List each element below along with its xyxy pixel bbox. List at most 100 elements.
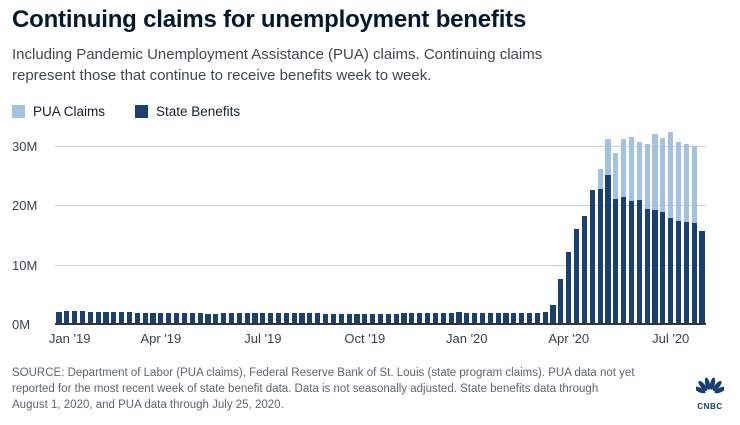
bar-segment-state [173,313,180,323]
bar-segment-state [181,313,187,323]
bar-week-30 [283,312,289,323]
bar-segment-state [111,312,117,323]
bar-segment-state [526,312,533,323]
bar-week-24 [236,313,242,323]
bar-segment-state [613,199,619,323]
bar-segment-state [487,312,493,323]
bar-week-42 [377,313,384,323]
bar-segment-state [362,313,368,323]
x-axis-label: Jan '19 [48,331,91,346]
bar-segment-state [479,312,486,323]
bar-segment-state [464,312,470,323]
bar-week-2 [64,311,70,323]
bar-segment-pua [644,143,650,209]
legend-label-pua: PUA Claims [33,104,106,119]
bar-segment-state [581,216,587,323]
bar-week-38 [346,313,352,323]
bar-segment-state [605,175,611,323]
bar-segment-pua [660,138,666,212]
bar-week-72 [613,152,619,323]
bar-segment-state [291,313,297,323]
bar-segment-state [660,211,666,323]
bar-segment-state [268,312,274,323]
bar-week-69 [589,190,595,323]
bar-segment-state [158,312,164,323]
bar-segment-state [205,313,211,323]
bar-week-66 [566,252,572,323]
bar-week-49 [432,312,438,323]
bar-week-52 [456,312,462,323]
cnbc-peacock-icon [696,377,724,394]
bar-week-15 [166,313,172,323]
bar-segment-state [307,313,313,323]
bar-segment-pua [605,138,611,176]
y-axis-label-30m: 30M [12,138,38,154]
bar-week-7 [103,312,109,323]
bar-week-17 [181,313,187,323]
gridline-10m [55,264,706,266]
bar-segment-pua [668,132,674,218]
bar-week-41 [370,313,376,323]
bar-segment-state [64,311,70,323]
bar-segment-state [166,313,172,323]
bar-week-51 [448,312,454,323]
bar-week-70 [597,168,603,323]
bar-week-67 [573,229,580,323]
bar-week-63 [542,312,548,323]
bar-segment-state [346,313,352,323]
bar-segment-pua [613,152,619,200]
bar-week-34 [315,313,321,323]
source-note: SOURCE: Department of Labor (PUA claims)… [12,367,635,411]
bar-segment-state [95,311,101,323]
bar-segment-state [628,200,635,323]
bar-week-44 [393,313,399,323]
bar-week-59 [511,312,517,323]
stacked-bar-chart [55,129,706,325]
bar-week-25 [244,313,250,323]
bar-segment-state [354,314,360,323]
x-axis-label: Apr '20 [548,331,590,346]
cnbc-logo: CNBC [692,375,728,411]
bar-segment-state [691,222,697,323]
bar-segment-pua [628,136,635,201]
bar-segment-state [668,217,674,323]
bar-segment-state [503,312,509,323]
bar-segment-state [338,313,344,323]
bar-segment-state [542,312,548,323]
bar-week-13 [150,312,156,323]
pua-claims-swatch [12,105,25,118]
bar-week-64 [550,304,556,323]
bar-segment-state [683,222,689,323]
bar-week-78 [660,138,666,323]
x-axis-line [55,323,706,325]
bar-segment-state [197,313,203,323]
bar-week-31 [291,313,297,323]
bar-segment-state [72,311,78,323]
bar-segment-state [150,312,156,323]
bar-week-79 [668,132,674,323]
state-benefits-swatch [135,105,149,118]
bar-segment-state [699,230,705,323]
bar-segment-state [472,312,478,323]
bar-segment-state [652,210,658,323]
bar-segment-state [244,313,250,323]
bar-segment-state [221,313,227,323]
bar-segment-state [393,313,399,323]
bar-segment-pua [683,143,689,223]
bar-week-73 [621,139,627,323]
chart-subtitle: Including Pandemic Unemployment Assistan… [12,46,543,84]
bar-week-40 [362,313,368,323]
bar-week-71 [605,138,611,323]
bar-week-65 [558,278,564,323]
bar-segment-state [377,313,384,323]
bar-segment-state [401,313,407,323]
bar-week-23 [228,313,235,323]
bar-week-81 [683,143,689,323]
cnbc-logo-text: CNBC [697,402,723,411]
bar-week-39 [354,314,360,323]
bar-week-1 [56,311,62,323]
bar-segment-state [236,313,242,323]
bar-week-37 [338,313,344,323]
bar-segment-state [299,313,305,323]
bar-segment-pua [597,168,603,190]
